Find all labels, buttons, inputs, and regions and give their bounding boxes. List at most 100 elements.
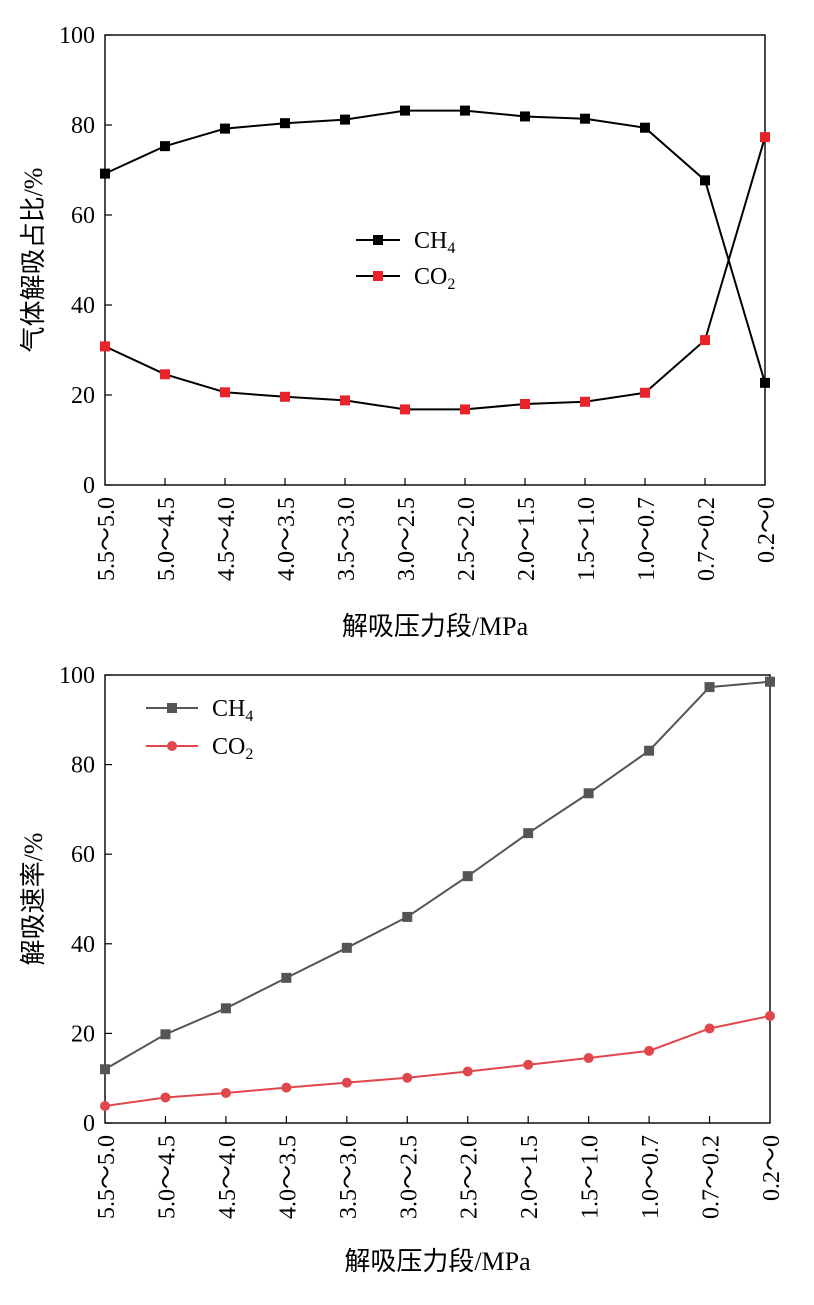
y-tick-label: 40 — [71, 932, 95, 958]
data-point — [760, 132, 770, 143]
legend-label-main: CH — [212, 696, 245, 722]
data-point — [220, 1003, 231, 1014]
data-point — [100, 1100, 110, 1111]
data-point — [704, 1023, 715, 1034]
data-point — [100, 1064, 110, 1075]
data-point — [400, 105, 410, 116]
x-tick-label: 3.5～3.0 — [334, 497, 360, 581]
x-tick-label: 3.0～2.5 — [396, 1135, 422, 1219]
data-point — [400, 404, 410, 415]
x-tick-label: 2.0～1.5 — [517, 1135, 543, 1219]
data-point — [220, 1087, 231, 1098]
data-point — [640, 387, 650, 398]
legend-label: CH4 — [212, 696, 253, 725]
series-1 — [100, 132, 770, 415]
legend-label-subscript: 2 — [245, 746, 253, 763]
legend-marker — [373, 235, 383, 245]
x-tick-label: 0.7～0.2 — [699, 1135, 725, 1219]
y-tick-label: 20 — [71, 1021, 95, 1047]
legend-entry: CH4 — [356, 228, 455, 257]
data-point — [700, 335, 710, 346]
y-tick-label: 20 — [71, 383, 95, 409]
data-point — [281, 1082, 292, 1093]
data-point — [280, 391, 290, 402]
data-point — [644, 1045, 655, 1056]
y-tick-label: 60 — [71, 203, 95, 229]
data-point — [583, 788, 594, 799]
data-point — [462, 871, 473, 882]
legend-label-main: CO — [414, 264, 447, 290]
x-tick-label: 4.0～3.5 — [275, 1135, 301, 1219]
y-tick-label: 100 — [59, 23, 95, 49]
x-tick-label: 4.5～4.0 — [214, 497, 240, 581]
y-tick-label: 0 — [83, 1111, 95, 1137]
series-0 — [100, 676, 775, 1075]
x-tick-label: 1.0～0.7 — [634, 497, 660, 581]
y-tick-label: 40 — [71, 293, 95, 319]
legend-label-subscript: 2 — [447, 276, 455, 293]
series-1 — [100, 1010, 775, 1111]
legend-entry: CH4 — [146, 696, 253, 725]
x-tick-label: 2.0～1.5 — [514, 497, 540, 581]
x-tick-label: 0.2～0 — [759, 1135, 785, 1201]
data-point — [760, 377, 770, 388]
legend-marker — [167, 703, 177, 713]
legend-label: CH4 — [414, 228, 455, 257]
series-line — [104, 1014, 771, 1107]
x-tick-label: 0.7～0.2 — [694, 497, 720, 581]
chart-1: 0 20 40 60 80 100 5.5～5.0 5.0～4.5 4.5～4.0 4.0～3.5… — [19, 23, 780, 641]
data-point — [765, 676, 775, 687]
data-point — [160, 1029, 171, 1040]
x-tick-label: 3.5～3.0 — [336, 1135, 362, 1219]
data-point — [520, 399, 530, 409]
data-point — [402, 911, 413, 922]
legend-marker — [373, 271, 383, 281]
data-point — [460, 105, 470, 116]
data-point — [160, 1092, 171, 1103]
x-tick-label: 3.0～2.5 — [394, 497, 420, 581]
legend-entry: CO2 — [146, 734, 253, 763]
y-tick-label: 100 — [59, 663, 95, 689]
legend-label-main: CO — [212, 734, 245, 760]
legend-entry: CO2 — [356, 264, 455, 293]
data-point — [220, 387, 230, 398]
x-tick-label: 5.5～5.0 — [94, 1135, 120, 1219]
legend-label-main: CH — [414, 228, 447, 254]
data-point — [340, 114, 350, 125]
data-point — [341, 942, 352, 953]
data-point — [281, 972, 292, 983]
data-point — [640, 122, 650, 133]
legend-label-subscript: 4 — [447, 240, 455, 257]
data-point — [460, 404, 470, 415]
y-tick-label: 0 — [83, 473, 95, 499]
chart-2: 0 20 40 60 80 100 5.5～5.0 5.0～4.5 4.5～4.0 4.0～3.5… — [19, 663, 785, 1276]
plot-frame — [104, 674, 771, 1124]
y-axis-title: 气体解吸占比/% — [19, 168, 48, 353]
data-point — [100, 341, 110, 352]
data-point — [700, 175, 710, 186]
data-point — [340, 395, 350, 406]
x-tick-label: 5.5～5.0 — [94, 497, 120, 581]
x-tick-label: 4.5～4.0 — [215, 1135, 241, 1219]
series-0 — [100, 105, 770, 388]
x-tick-label: 1.5～1.0 — [578, 1135, 604, 1219]
x-axis-title: 解吸压力段/MPa — [344, 1247, 531, 1276]
data-point — [341, 1077, 352, 1088]
data-point — [644, 745, 655, 756]
plot-frame — [104, 34, 766, 486]
x-tick-label: 5.0～4.5 — [154, 497, 180, 581]
data-point — [580, 396, 590, 407]
legend-label-subscript: 4 — [245, 708, 253, 725]
data-point — [160, 369, 170, 380]
data-point — [523, 1059, 534, 1070]
data-point — [523, 828, 534, 839]
y-axis-title: 解吸速率/% — [19, 833, 48, 966]
data-point — [280, 118, 290, 129]
data-point — [520, 111, 530, 122]
x-tick-label: 0.2～0 — [754, 497, 780, 563]
data-point — [462, 1066, 473, 1077]
data-point — [765, 1010, 775, 1021]
x-tick-label: 4.0～3.5 — [274, 497, 300, 581]
x-tick-label: 1.5～1.0 — [574, 497, 600, 581]
x-tick-label: 2.5～2.0 — [454, 497, 480, 581]
